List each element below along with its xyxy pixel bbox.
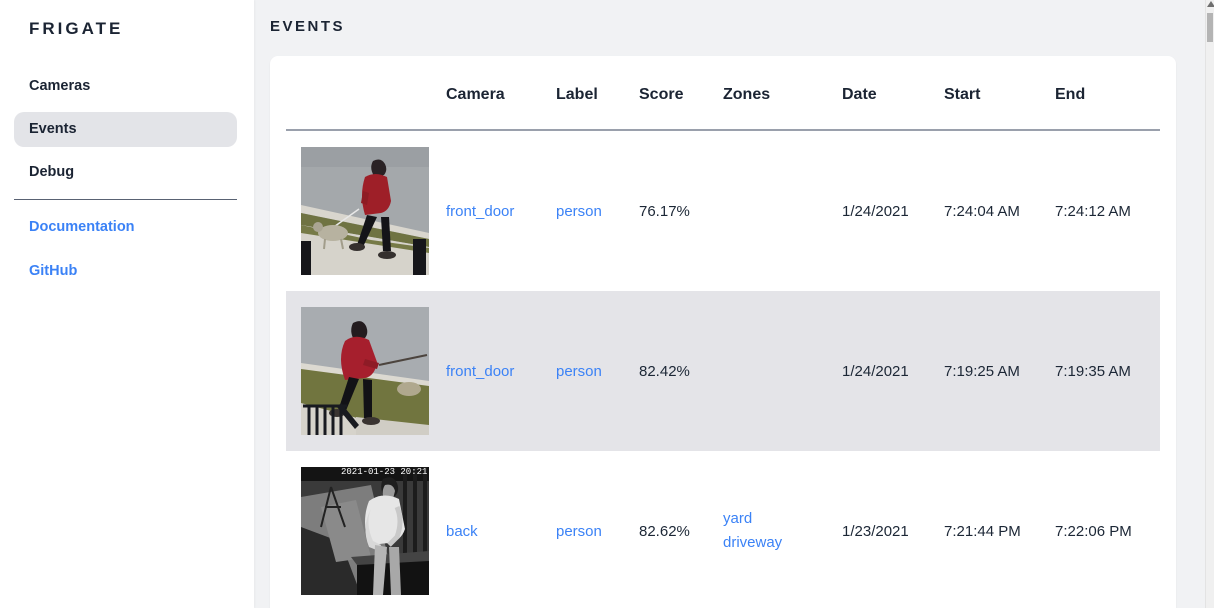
header-date: Date <box>842 86 877 103</box>
start-value: 7:21:44 PM <box>944 522 1021 540</box>
label-link[interactable]: person <box>556 202 602 220</box>
date-value: 1/23/2021 <box>842 522 909 540</box>
sidebar-link-documentation[interactable]: Documentation <box>29 219 135 235</box>
main-content: EVENTS Camera Label Score Zones Date Sta… <box>254 0 1205 608</box>
app-logo: FRIGATE <box>29 19 124 38</box>
table-row[interactable]: 2021-01-23 20:21:52 back person 82.62% y… <box>286 451 1160 608</box>
label-link[interactable]: person <box>556 522 602 540</box>
end-value: 7:22:06 PM <box>1055 522 1132 540</box>
header-score: Score <box>639 86 684 103</box>
end-value: 7:19:35 AM <box>1055 362 1131 380</box>
sidebar-divider <box>14 199 237 200</box>
end-value: 7:24:12 AM <box>1055 202 1131 220</box>
score-value: 82.62% <box>639 522 690 540</box>
page-title: EVENTS <box>270 18 346 35</box>
header-zones: Zones <box>723 86 771 103</box>
events-card: Camera Label Score Zones Date Start End <box>270 56 1176 608</box>
sidebar-link-github[interactable]: GitHub <box>29 263 78 279</box>
start-value: 7:19:25 AM <box>944 362 1020 380</box>
sidebar: FRIGATE Cameras Events Debug Documentati… <box>0 0 254 608</box>
score-value: 82.42% <box>639 362 690 380</box>
zones-cell: yard driveway <box>723 451 842 608</box>
zone-link[interactable]: driveway <box>723 534 783 551</box>
event-thumbnail[interactable]: 2021-01-23 20:21:52 <box>301 467 429 595</box>
camera-link[interactable]: front_door <box>446 362 515 380</box>
header-thumbnail <box>286 56 446 130</box>
header-camera: Camera <box>446 86 505 103</box>
events-table: Camera Label Score Zones Date Start End <box>286 56 1160 608</box>
vertical-scrollbar[interactable] <box>1205 0 1214 608</box>
camera-link[interactable]: back <box>446 522 478 540</box>
camera-link[interactable]: front_door <box>446 202 515 220</box>
scrollbar-up-arrow-icon[interactable] <box>1207 1 1214 7</box>
score-value: 76.17% <box>639 202 690 220</box>
start-value: 7:24:04 AM <box>944 202 1020 220</box>
sidebar-item-debug[interactable]: Debug <box>29 164 75 180</box>
header-start: Start <box>944 86 981 103</box>
table-row[interactable]: front_door person 76.17% 1/24/2021 7:24:… <box>286 130 1160 291</box>
date-value: 1/24/2021 <box>842 362 909 380</box>
sidebar-item-cameras[interactable]: Cameras <box>29 78 91 94</box>
event-thumbnail[interactable] <box>301 147 429 275</box>
zones-cell <box>723 291 842 451</box>
header-end: End <box>1055 86 1086 103</box>
scrollbar-thumb[interactable] <box>1207 13 1213 42</box>
table-row[interactable]: front_door person 82.42% 1/24/2021 7:19:… <box>286 291 1160 451</box>
zone-link[interactable]: yard <box>723 510 753 527</box>
sidebar-nav: Cameras Events Debug Documentation GitHu… <box>14 69 237 293</box>
label-link[interactable]: person <box>556 362 602 380</box>
table-header-row: Camera Label Score Zones Date Start End <box>286 56 1160 130</box>
zones-cell <box>723 130 842 291</box>
header-label: Label <box>556 86 598 103</box>
date-value: 1/24/2021 <box>842 202 909 220</box>
sidebar-item-events[interactable]: Events <box>14 112 237 147</box>
thumbnail-timestamp: 2021-01-23 20:21:52 <box>341 467 429 477</box>
event-thumbnail[interactable] <box>301 307 429 435</box>
